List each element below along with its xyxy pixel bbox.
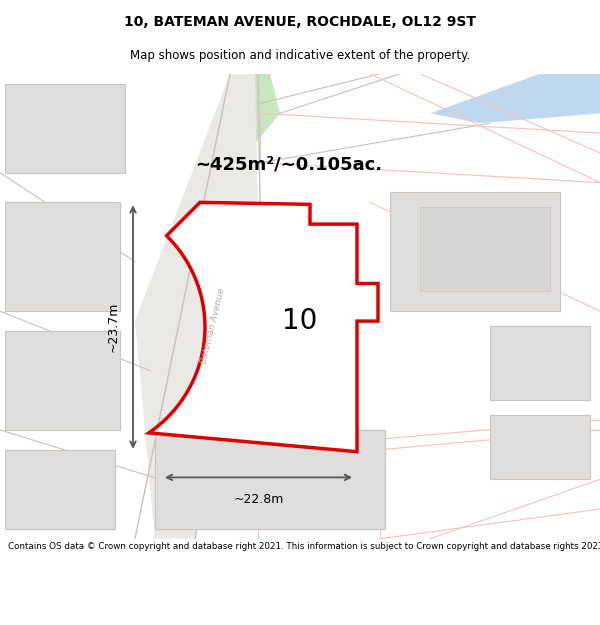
Bar xyxy=(155,430,385,529)
Bar xyxy=(230,267,350,395)
Polygon shape xyxy=(430,74,600,123)
Polygon shape xyxy=(149,202,378,452)
Bar xyxy=(490,415,590,479)
Text: ~22.8m: ~22.8m xyxy=(233,492,284,506)
Bar xyxy=(5,202,120,311)
Text: ~23.7m: ~23.7m xyxy=(107,302,119,352)
Text: Contains OS data © Crown copyright and database right 2021. This information is : Contains OS data © Crown copyright and d… xyxy=(8,542,600,551)
Bar xyxy=(5,450,115,529)
Polygon shape xyxy=(240,74,280,153)
Polygon shape xyxy=(135,74,260,539)
Bar xyxy=(390,192,560,311)
Text: Map shows position and indicative extent of the property.: Map shows position and indicative extent… xyxy=(130,49,470,62)
Bar xyxy=(155,430,385,529)
Text: 10: 10 xyxy=(283,307,317,335)
Text: ~425m²/~0.105ac.: ~425m²/~0.105ac. xyxy=(195,156,382,174)
Bar xyxy=(490,326,590,400)
Text: Bateman Avenue: Bateman Avenue xyxy=(199,288,227,365)
Bar xyxy=(5,331,120,430)
Bar xyxy=(420,208,550,291)
Bar xyxy=(5,84,125,172)
Text: 10, BATEMAN AVENUE, ROCHDALE, OL12 9ST: 10, BATEMAN AVENUE, ROCHDALE, OL12 9ST xyxy=(124,15,476,29)
